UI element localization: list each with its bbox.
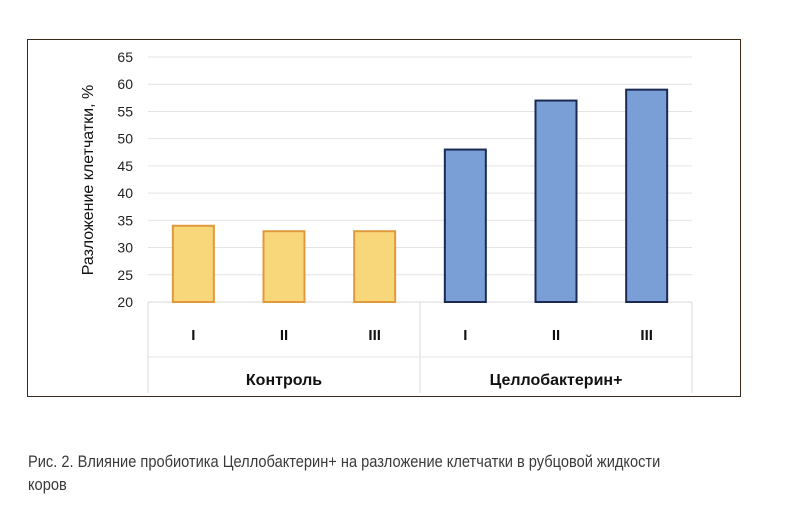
figure-caption: Рис. 2. Влияние пробиотика Целлобактерин… [28,452,661,494]
group-label: Контроль [246,372,322,389]
bar [353,230,397,304]
bar [625,88,669,303]
bar [443,148,487,303]
bar [262,230,306,304]
y-tick-label: 60 [117,76,133,92]
y-tick-label: 25 [117,267,133,283]
y-tick-label: 35 [117,212,133,228]
y-tick-label: 20 [117,294,133,310]
chart-frame [27,39,741,397]
y-tick-label: 40 [117,185,133,201]
y-axis-title: Разложение клетчатки, % [80,85,97,275]
x-category-label: I [463,327,467,344]
x-category-label: III [640,327,653,344]
y-tick-label: 65 [117,49,133,65]
x-category-label: III [368,327,381,344]
group-label: Целлобактерин+ [490,372,623,389]
y-tick-label: 50 [117,131,133,147]
x-category-label: II [552,327,560,344]
y-tick-label: 30 [117,240,133,256]
y-tick-label: 55 [117,103,133,119]
bar [171,224,215,303]
x-category-label: I [191,327,195,344]
bar [534,99,578,303]
y-tick-label: 45 [117,158,133,174]
x-category-label: II [280,327,288,344]
